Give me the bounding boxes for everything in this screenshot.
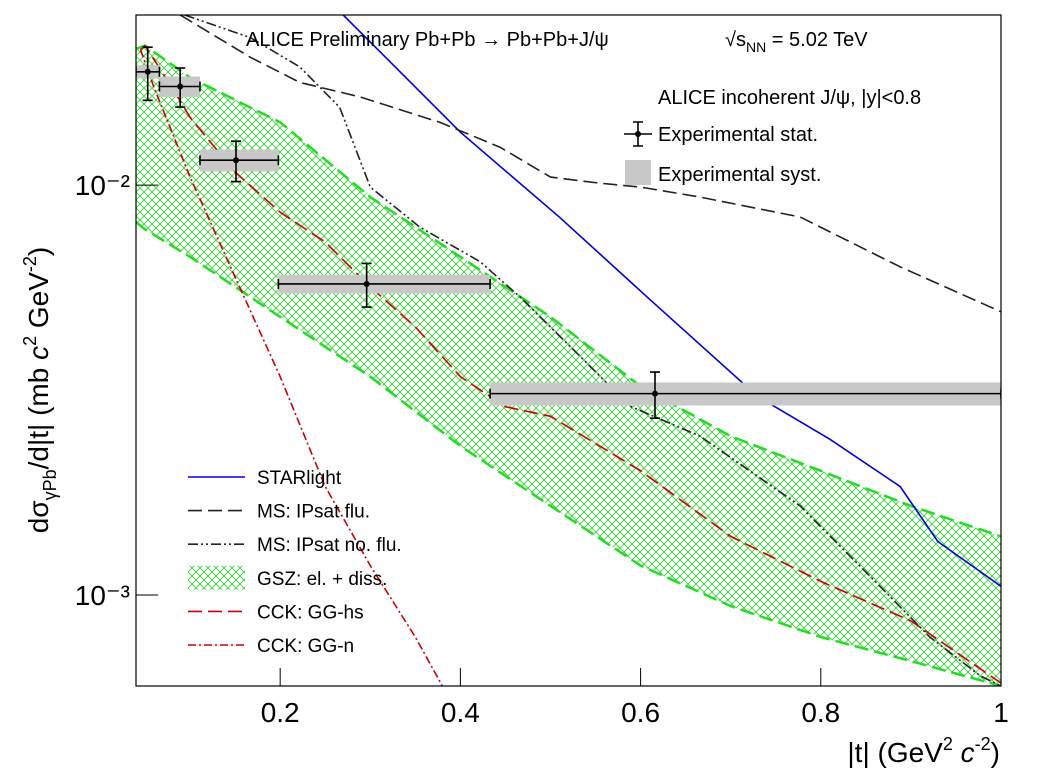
ylabel-part: dσ <box>23 500 54 533</box>
legend-label: Experimental syst. <box>658 164 821 186</box>
legend-header: ALICE incoherent J/ψ, |y|<0.8 <box>658 87 921 109</box>
legend-label: Experimental stat. <box>658 124 818 146</box>
legend-label: CCK: GG-hs <box>257 602 364 623</box>
band-upper <box>136 44 1001 538</box>
legend-syst-symbol <box>625 160 651 185</box>
ylabel-part: /d|t| (mb <box>23 360 54 469</box>
y-tick-label: 10⁻³ <box>75 580 130 611</box>
energy-part: √s <box>725 29 746 51</box>
xlabel-part: |t| (GeV <box>847 737 943 768</box>
chart-title: ALICE Preliminary Pb+Pb → Pb+Pb+J/ψ <box>246 29 609 51</box>
xlabel-part: c <box>953 737 975 768</box>
x-tick-label: 0.2 <box>261 697 300 728</box>
data-point <box>144 68 151 75</box>
ylabel-part: -2 <box>20 256 40 272</box>
x-axis-title: |t| (GeV2 c-2) <box>847 734 1000 768</box>
series-line <box>179 15 1001 313</box>
axes: 0.2 0.4 0.6 0.8 1 10⁻³ 10⁻² <box>75 170 1009 728</box>
ylabel-part: ) <box>23 247 54 256</box>
legend-label: STARlight <box>257 468 342 489</box>
energy-label: √sNN = 5.02 TeV <box>725 29 868 55</box>
legend-stat-dot <box>635 131 641 137</box>
xlabel-part: ) <box>991 737 1000 768</box>
legend-swatch <box>188 565 245 590</box>
frame <box>135 14 1002 687</box>
data-point <box>233 157 240 164</box>
y-tick-label: 10⁻² <box>75 170 130 201</box>
xlabel-part: 2 <box>943 734 953 754</box>
ylabel-part: c <box>23 346 54 360</box>
ylabel-part: γPb <box>40 469 60 500</box>
x-tick-label: 0.4 <box>441 697 480 728</box>
legend: ALICE incoherent J/ψ, |y|<0.8 Experimenta… <box>188 87 921 657</box>
legend-label: MS: IPsat flu. <box>257 502 370 523</box>
x-tick-label: 0.8 <box>801 697 840 728</box>
band-area <box>136 45 1001 686</box>
legend-label: GSZ: el. + diss. <box>257 569 387 590</box>
band-lower <box>136 221 1001 686</box>
ylabel-part: 2 <box>20 336 40 346</box>
energy-part: = 5.02 TeV <box>766 29 868 51</box>
energy-part: NN <box>746 39 766 55</box>
data-point <box>363 280 370 287</box>
legend-label: CCK: GG-n <box>257 636 354 657</box>
data-point <box>177 83 184 90</box>
y-axis-title: dσγPb/d|t| (mb c2 GeV-2) <box>20 247 60 534</box>
xlabel-part: -2 <box>975 734 991 754</box>
x-tick-label: 1 <box>993 697 1009 728</box>
data-point <box>652 390 658 397</box>
x-tick-label: 0.6 <box>621 697 660 728</box>
series-line <box>184 15 1001 686</box>
legend-label: MS: IPsat no. flu. <box>257 535 402 556</box>
plot-area <box>136 15 1001 686</box>
series-line <box>139 49 444 686</box>
ylabel-part: GeV <box>23 272 54 336</box>
